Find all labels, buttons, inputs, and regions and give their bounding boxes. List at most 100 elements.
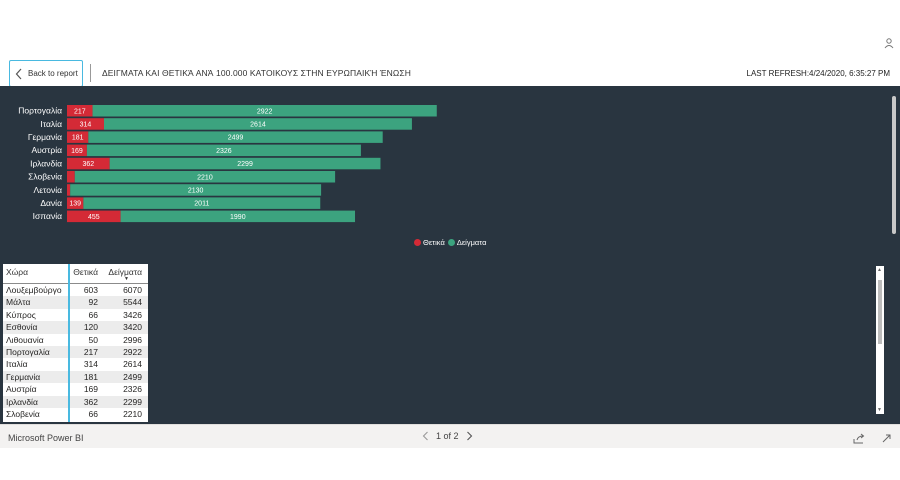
data-label-positives: 455 — [88, 214, 100, 221]
header-positives[interactable]: Θετικά — [73, 267, 98, 277]
data-label-samples: 2011 — [194, 201, 209, 208]
bar-positives[interactable] — [67, 197, 84, 209]
data-label-samples: 2299 — [237, 161, 253, 168]
cell-samples: 2299 — [123, 396, 142, 407]
back-to-report-label: Back to report — [28, 69, 78, 78]
bar-samples[interactable] — [109, 157, 381, 170]
cell-country: Σλοβενία — [6, 408, 40, 419]
canvas-scrollbar[interactable] — [891, 96, 897, 236]
bar-positives[interactable] — [67, 131, 89, 143]
footer-bar: Microsoft Power BI 1 of 2 — [0, 424, 900, 448]
bar-positives[interactable] — [67, 210, 121, 223]
legend-label: Θετικά — [423, 238, 445, 247]
table-header: Χώρα Θετικά Δείγματα ▼ — [3, 264, 148, 284]
scroll-down-icon[interactable]: ▼ — [877, 407, 882, 413]
report-header: Back to report ΔΕΙΓΜΑΤΑ ΚΑΙ ΘΕΤΙΚΆ ΑΝΆ 1… — [0, 54, 900, 88]
bar-positives[interactable] — [67, 144, 87, 157]
header-country[interactable]: Χώρα — [6, 267, 29, 277]
prev-page-icon[interactable] — [418, 431, 432, 441]
legend-label: Δείγματα — [456, 238, 487, 247]
table-row[interactable]: Ιρλανδία 362 2299 — [3, 395, 148, 408]
cell-positives: 66 — [88, 309, 98, 320]
bar-samples[interactable] — [88, 131, 383, 143]
data-label-positives: 139 — [69, 201, 81, 208]
cell-samples: 6070 — [123, 285, 142, 295]
legend-item[interactable]: Θετικά — [414, 238, 445, 247]
table-row[interactable]: Σλοβενία 66 2210 — [3, 408, 148, 420]
sort-desc-icon: ▼ — [124, 276, 129, 282]
table-row[interactable]: Γερμανία 181 2499 — [3, 370, 148, 384]
header-samples[interactable]: Δείγματα ▼ — [101, 264, 145, 283]
person-icon[interactable] — [883, 36, 895, 54]
legend-dot-icon — [414, 239, 421, 246]
back-to-report-button[interactable]: Back to report — [9, 60, 83, 87]
cell-positives: 362 — [83, 396, 98, 407]
bar-positives[interactable] — [67, 118, 104, 130]
cell-country: Κύπρος — [6, 309, 36, 320]
bar-samples[interactable] — [103, 118, 412, 130]
cell-positives: 603 — [83, 285, 98, 295]
table-row[interactable]: Λουξεμβούργο 603 6070 — [3, 284, 148, 296]
cell-samples: 3420 — [123, 322, 142, 333]
cell-positives: 120 — [83, 322, 98, 333]
cell-country: Μάλτα — [6, 297, 31, 308]
cell-samples: 3426 — [123, 309, 142, 320]
bar-positives[interactable] — [67, 105, 93, 117]
page-navigator: 1 of 2 — [418, 431, 477, 441]
table-row[interactable]: Εσθονία 120 3420 — [3, 321, 148, 334]
bar-samples[interactable] — [86, 144, 361, 157]
table-row[interactable]: Πορτογαλία 217 2922 — [3, 345, 148, 359]
data-label-samples: 2326 — [216, 148, 232, 155]
data-label-positives: 314 — [80, 122, 92, 129]
table-row[interactable]: Μάλτα 92 5544 — [3, 296, 148, 309]
data-label-samples: 1990 — [230, 214, 246, 221]
table-row[interactable]: Κύπρος 66 3426 — [3, 309, 148, 321]
cell-country: Αυστρία — [6, 384, 37, 395]
bar-samples[interactable] — [83, 197, 321, 209]
bar-samples[interactable] — [74, 171, 336, 183]
next-page-icon[interactable] — [463, 431, 477, 441]
data-table: Χώρα Θετικά Δείγματα ▼ Λουξεμβούργο 603 60… — [3, 264, 148, 422]
page-indicator: 1 of 2 — [436, 431, 459, 441]
table-row[interactable]: Λιθουανία 50 2996 — [3, 334, 148, 346]
table-row[interactable]: Ιταλία 314 2614 — [3, 358, 148, 370]
data-label-samples: 2210 — [197, 174, 213, 181]
legend-item[interactable]: Δείγματα — [447, 238, 487, 247]
cell-country: Λιθουανία — [6, 334, 44, 345]
cell-samples: 2326 — [123, 384, 142, 395]
cell-samples: 2614 — [123, 359, 142, 370]
category-label: Σλοβενία — [28, 172, 62, 182]
category-label: Λετονία — [34, 185, 63, 195]
cell-samples: 2922 — [123, 346, 142, 357]
bar-positives[interactable] — [67, 157, 110, 170]
data-label-samples: 2499 — [228, 135, 244, 142]
legend-dot-icon — [447, 239, 455, 246]
cell-country: Ιταλία — [6, 359, 28, 370]
scroll-up-icon[interactable]: ▲ — [877, 267, 882, 273]
header-divider — [90, 64, 91, 82]
category-label: Ιρλανδία — [30, 158, 62, 168]
share-icon[interactable] — [853, 431, 865, 449]
table-scrollbar[interactable]: ▲ ▼ — [876, 266, 884, 414]
table-row[interactable]: Αυστρία 169 2326 — [3, 383, 148, 395]
category-label: Γερμανία — [28, 132, 62, 142]
cell-country: Πορτογαλία — [6, 346, 50, 357]
brand-label[interactable]: Microsoft Power BI — [8, 433, 84, 443]
last-refresh-text: LAST REFRESH:4/24/2020, 6:35:27 PM — [746, 69, 890, 78]
cell-positives: 92 — [88, 297, 98, 308]
chevron-left-icon — [10, 68, 28, 80]
bar-samples[interactable] — [120, 210, 356, 223]
chart-legend: Θετικά Δείγματα — [414, 238, 489, 247]
bar-samples[interactable] — [92, 105, 437, 117]
column-selection-border — [68, 264, 70, 422]
data-label-positives: 181 — [72, 135, 84, 142]
fullscreen-icon[interactable] — [881, 431, 892, 449]
cell-positives: 169 — [83, 384, 98, 395]
header-samples-label: Δείγματα — [108, 267, 142, 277]
cell-samples: 2210 — [123, 408, 142, 419]
data-label-positives: 217 — [74, 108, 86, 115]
bar-positives[interactable] — [67, 184, 71, 196]
category-label: Ισπανία — [33, 211, 62, 221]
bar-positives[interactable] — [67, 171, 75, 183]
bar-samples[interactable] — [70, 184, 322, 196]
